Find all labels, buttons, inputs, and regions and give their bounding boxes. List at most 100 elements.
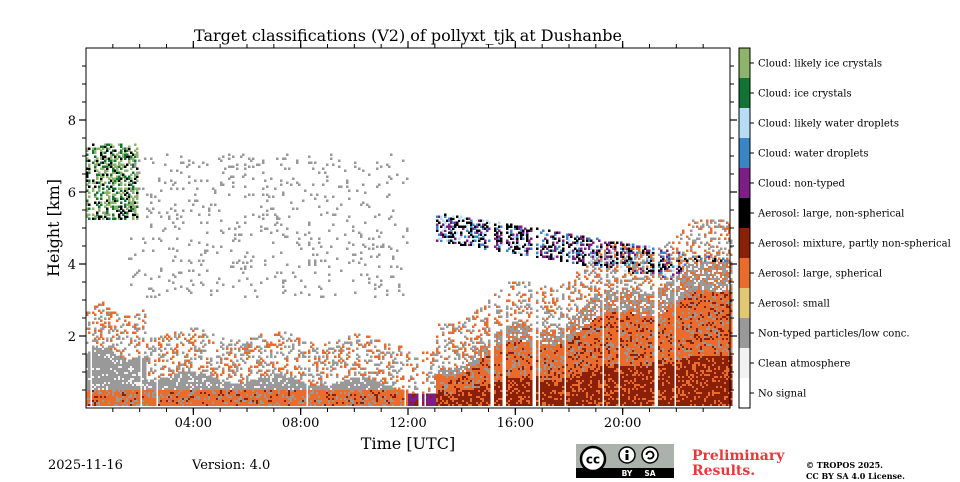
heatmap-cell (86, 379, 89, 382)
heatmap-cell (234, 355, 237, 358)
heatmap-cell (96, 147, 99, 150)
heatmap-cell (194, 193, 197, 196)
heatmap-cell (122, 331, 125, 334)
heatmap-cell (188, 375, 191, 378)
heatmap-cell (180, 375, 183, 378)
heatmap-cell (386, 395, 389, 398)
heatmap-cell (340, 399, 343, 402)
heatmap-cell (352, 381, 355, 384)
heatmap-cell (116, 375, 119, 378)
heatmap-cell (120, 207, 123, 210)
heatmap-cell (106, 353, 109, 356)
heatmap-cell (176, 399, 179, 402)
heatmap-cell (118, 365, 121, 368)
heatmap-cell (120, 145, 123, 148)
heatmap-cell (346, 363, 349, 366)
heatmap-cell (190, 383, 193, 386)
heatmap-cell (256, 337, 259, 340)
heatmap-cell (232, 363, 235, 366)
heatmap-cell (362, 387, 365, 390)
heatmap-cell (330, 365, 333, 368)
heatmap-cell (434, 403, 437, 406)
heatmap-cell (448, 369, 451, 372)
heatmap-cell (448, 387, 451, 390)
heatmap-cell (416, 363, 419, 366)
heatmap-cell (232, 391, 235, 394)
heatmap-cell (236, 369, 239, 372)
heatmap-cell (200, 351, 203, 354)
heatmap-cell (316, 403, 319, 406)
heatmap-cell (104, 363, 107, 366)
heatmap-cell (212, 383, 215, 386)
heatmap-cell (302, 381, 305, 384)
heatmap-cell (96, 335, 99, 338)
heatmap-cell (252, 383, 255, 386)
heatmap-cell (272, 393, 275, 396)
heatmap-cell (370, 389, 373, 392)
heatmap-cell (96, 383, 99, 386)
heatmap-cell (180, 379, 183, 382)
heatmap-cell (278, 369, 281, 372)
heatmap-cell (446, 395, 449, 398)
heatmap-cell (130, 397, 133, 400)
heatmap-cell (120, 385, 123, 388)
heatmap-cell (120, 391, 123, 394)
heatmap-cell (322, 367, 325, 370)
heatmap-cell (150, 223, 153, 226)
heatmap-cell (254, 347, 257, 350)
heatmap-cell (260, 205, 263, 208)
heatmap-cell (298, 371, 301, 374)
heatmap-cell (134, 273, 137, 276)
heatmap-cell (432, 357, 435, 360)
heatmap-cell (282, 399, 285, 402)
heatmap-cell (94, 369, 97, 372)
heatmap-cell (258, 369, 261, 372)
heatmap-cell (122, 209, 125, 212)
heatmap-cell (438, 221, 441, 224)
heatmap-cell (354, 363, 357, 366)
heatmap-cell (250, 393, 253, 396)
heatmap-cell (448, 377, 451, 380)
heatmap-cell (394, 361, 397, 364)
heatmap-cell (276, 385, 279, 388)
heatmap-cell (266, 377, 269, 380)
heatmap-cell (268, 399, 271, 402)
heatmap-cell (102, 377, 105, 380)
heatmap-cell (234, 385, 237, 388)
heatmap-cell (468, 389, 471, 392)
heatmap-cell (108, 191, 111, 194)
heatmap-cell (106, 351, 109, 354)
heatmap-cell (158, 379, 161, 382)
heatmap-cell (154, 369, 157, 372)
heatmap-cell (440, 367, 443, 370)
heatmap-cell (142, 387, 145, 390)
heatmap-cell (124, 375, 127, 378)
heatmap-cell (94, 381, 97, 384)
heatmap-cell (186, 355, 189, 358)
heatmap-cell (206, 399, 209, 402)
heatmap-cell (346, 389, 349, 392)
heatmap-cell (102, 187, 105, 190)
heatmap-cell (316, 385, 319, 388)
heatmap-cell (216, 399, 219, 402)
heatmap-cell (364, 385, 367, 388)
heatmap-cell (148, 397, 151, 400)
heatmap-cell (110, 377, 113, 380)
heatmap-cell (126, 187, 129, 190)
heatmap-cell (124, 401, 127, 404)
heatmap-cell (264, 391, 267, 394)
heatmap-cell (414, 403, 417, 406)
heatmap-cell (290, 391, 293, 394)
heatmap-cell (100, 161, 103, 164)
heatmap-cell (110, 205, 113, 208)
heatmap-cell (120, 365, 123, 368)
heatmap-cell (228, 393, 231, 396)
heatmap-cell (88, 367, 91, 370)
heatmap-cell (296, 387, 299, 390)
heatmap-cell (396, 397, 399, 400)
heatmap-cell (122, 377, 125, 380)
heatmap-cell (100, 329, 103, 332)
heatmap-cell (102, 367, 105, 370)
heatmap-cell (444, 387, 447, 390)
heatmap-cell (134, 379, 137, 382)
